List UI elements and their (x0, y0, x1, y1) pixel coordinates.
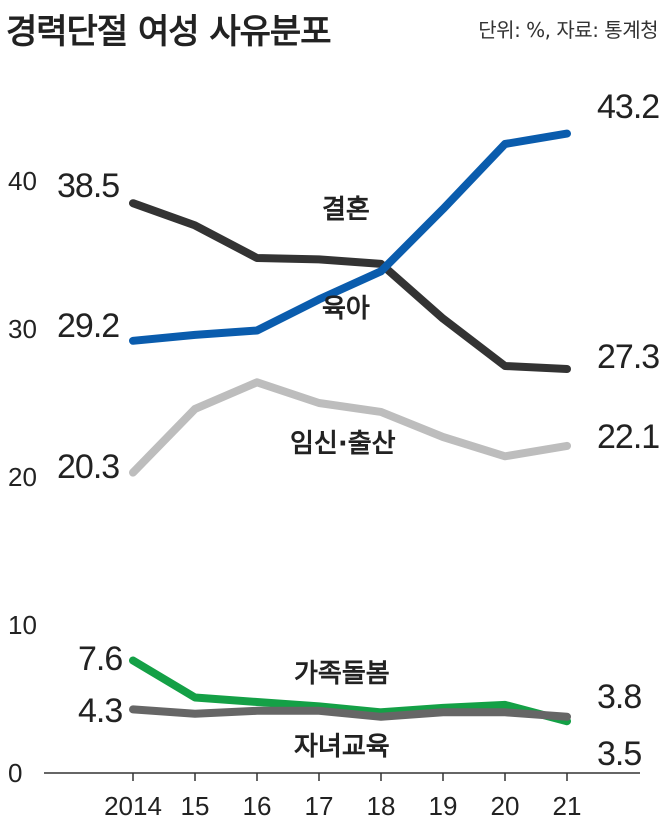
chart-title: 경력단절 여성 사유분포 (6, 12, 331, 52)
y-tick-label: 40 (8, 166, 37, 196)
y-tick-label: 20 (8, 462, 37, 492)
series-label-family-care: 가족돌봄 (294, 659, 390, 689)
x-tick-label: 17 (305, 791, 334, 821)
series-line (129, 129, 571, 345)
value-label-childcare-end: 43.2 (597, 88, 659, 126)
x-tick-label: 19 (429, 791, 458, 821)
value-label-pregnancy-end: 22.1 (597, 418, 659, 456)
value-label-family-care-end: 3.5 (597, 735, 641, 773)
series-label-child-education: 자녀교육 (294, 732, 390, 762)
y-tick-label: 0 (8, 758, 22, 788)
value-label-marriage-end: 27.3 (597, 338, 659, 376)
series-line (129, 656, 571, 726)
series-line (129, 378, 571, 477)
x-tick-label: 21 (553, 791, 582, 821)
x-tick-label: 2014 (104, 791, 162, 821)
x-tick-label: 16 (243, 791, 272, 821)
series-label-pregnancy: 임신·출산 (290, 429, 396, 459)
series-line (129, 705, 571, 721)
x-tick-label: 15 (181, 791, 210, 821)
value-label-childcare-start: 29.2 (57, 307, 119, 345)
value-label-child-education-start: 4.3 (78, 692, 122, 730)
unit-source-note: 단위: %, 자료: 통계청 (478, 18, 658, 42)
series-line (129, 199, 571, 373)
value-label-pregnancy-start: 20.3 (57, 448, 119, 486)
value-label-marriage-start: 38.5 (57, 167, 119, 205)
x-tick-label: 18 (367, 791, 396, 821)
y-tick-label: 30 (8, 314, 37, 344)
series-label-childcare: 육아 (322, 294, 370, 324)
x-tick-label: 20 (491, 791, 520, 821)
value-label-family-care-start: 7.6 (78, 640, 122, 678)
series-label-marriage: 결혼 (322, 195, 370, 225)
y-tick-label: 10 (8, 610, 37, 640)
value-label-child-education-end: 3.8 (597, 678, 641, 716)
